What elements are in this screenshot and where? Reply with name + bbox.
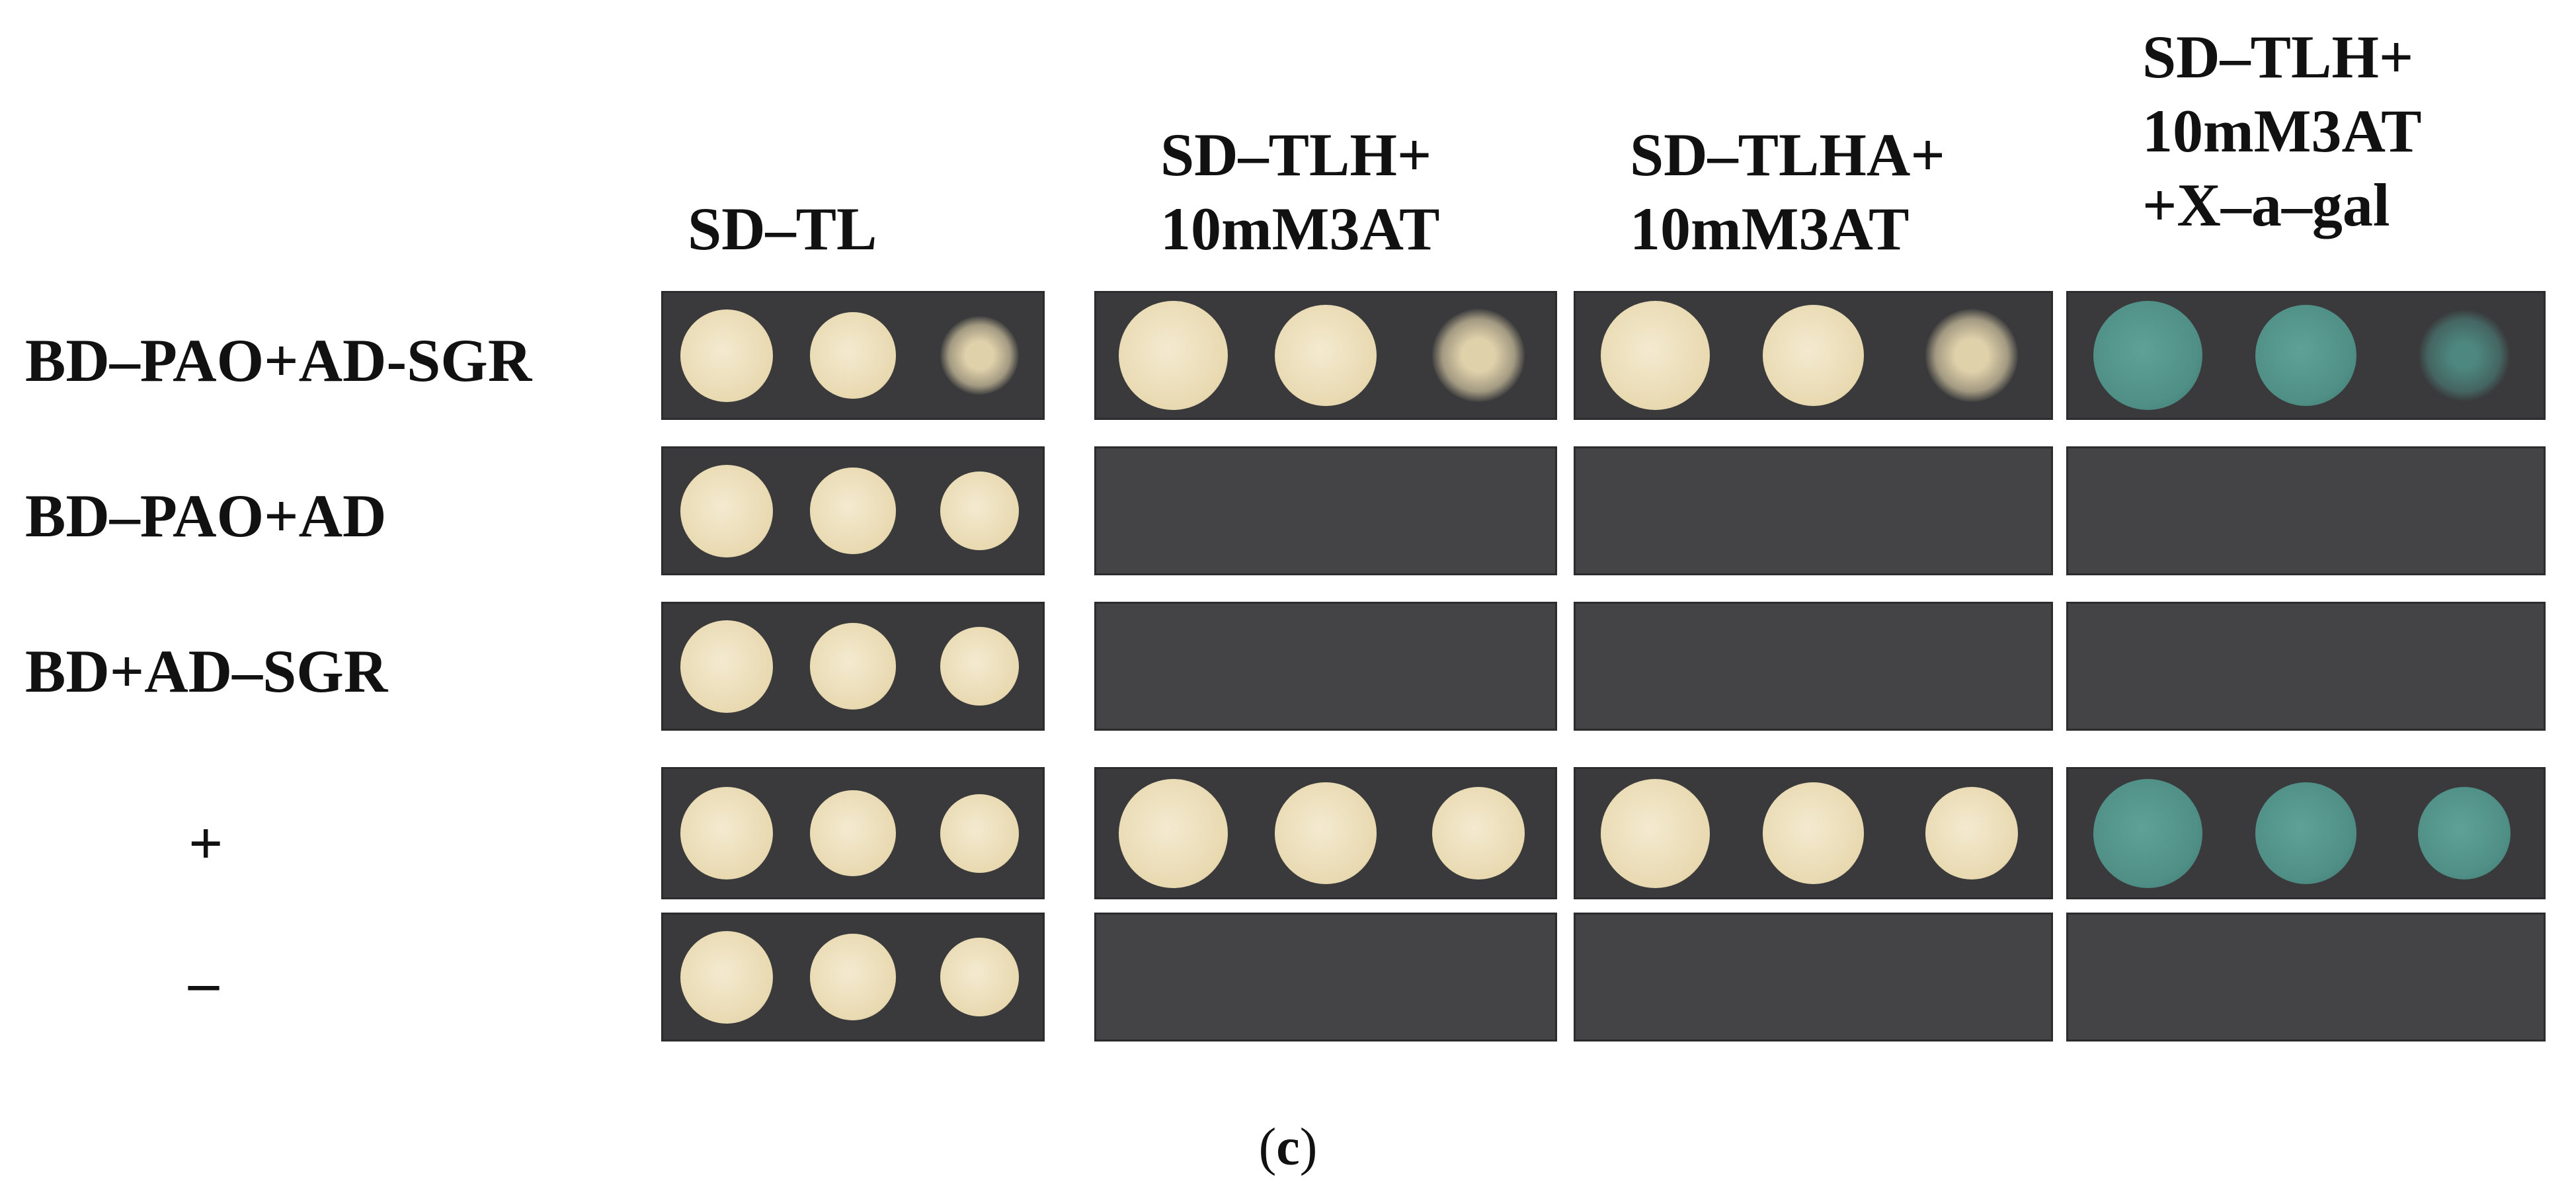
plate-panel [1574, 291, 2053, 420]
column-header-sd-tlh-3at: SD–TLH+ 10mM3AT [1160, 118, 1439, 266]
yeast-colony [1275, 304, 1377, 407]
yeast-colony [940, 938, 1019, 1016]
subfigure-label-letter: c [1276, 1118, 1300, 1176]
column-header-line: 10mM3AT [1630, 195, 1910, 263]
subfigure-label-close: ) [1299, 1118, 1318, 1176]
yeast-colony [809, 934, 897, 1020]
column-header-line: SD–TL [688, 195, 877, 263]
row-label-bd-pao-ad: BD–PAO+AD [25, 482, 387, 550]
plate-panel [1094, 913, 1557, 1042]
column-header-line: SD–TLH+ [1160, 121, 1432, 188]
plate-panel [2066, 291, 2546, 420]
plate-panel [1574, 446, 2053, 575]
yeast-colony [1275, 782, 1377, 884]
plate-panel [661, 913, 1045, 1042]
yeast-colony [2093, 301, 2202, 410]
column-header-sd-tlha-3at: SD–TLHA+ 10mM3AT [1630, 118, 1945, 266]
yeast-colony [2417, 786, 2511, 880]
plate-panel [661, 291, 1045, 420]
yeast-colony [1431, 309, 1525, 402]
yeast-colony [680, 787, 773, 879]
yeast-colony [940, 794, 1019, 873]
row-label-bd-ad-sgr: BD+AD–SGR [25, 637, 388, 705]
plate-panel [1574, 913, 2053, 1042]
plate-panel [661, 602, 1045, 731]
subfigure-label: (c) [0, 1118, 2576, 1178]
plate-panel [661, 446, 1045, 575]
plate-panel [1094, 767, 1557, 899]
yeast-colony [1431, 786, 1525, 880]
yeast-colony [1925, 786, 2018, 880]
yeast-colony [809, 623, 897, 710]
yeast-colony [1925, 309, 2018, 402]
yeast-colony [1762, 782, 1865, 884]
row-label-positive-control: + [188, 809, 223, 877]
column-header-line: SD–TLHA+ [1630, 121, 1945, 188]
yeast-colony [2093, 778, 2202, 888]
yeast-colony [2417, 309, 2511, 402]
plate-panel [1574, 767, 2053, 899]
yeast-colony [2255, 304, 2357, 407]
column-header-line: +X–a–gal [2142, 171, 2390, 239]
yeast-colony [1118, 778, 1228, 888]
column-header-sd-tlh-3at-xagal: SD–TLH+ 10mM3AT +X–a–gal [2142, 20, 2421, 242]
plate-panel [2066, 767, 2546, 899]
column-header-sd-tl: SD–TL [688, 192, 877, 266]
plate-panel [2066, 446, 2546, 575]
yeast-colony [2255, 782, 2357, 884]
yeast-colony [680, 930, 773, 1024]
yeast-colony [809, 790, 897, 877]
yeast-colony [680, 464, 773, 557]
subfigure-label-open: ( [1258, 1118, 1277, 1176]
yeast-colony [809, 312, 897, 399]
column-header-line: 10mM3AT [2142, 97, 2422, 165]
yeast-colony [1600, 301, 1710, 410]
yeast-colony [940, 627, 1019, 706]
plate-panel [1574, 602, 2053, 731]
yeast-colony [680, 620, 773, 713]
yeast-colony [809, 468, 897, 554]
yeast-colony [940, 471, 1019, 550]
plate-panel [2066, 913, 2546, 1042]
column-header-line: 10mM3AT [1160, 195, 1440, 263]
yeast-colony [1600, 778, 1710, 888]
column-header-line: SD–TLH+ [2142, 23, 2414, 91]
row-label-bd-pao-ad-sgr: BD–PAO+AD-SGR [25, 327, 532, 394]
yeast-colony [1118, 301, 1228, 410]
yeast-colony [680, 309, 773, 402]
row-label-negative-control: – [188, 948, 219, 1016]
yeast-colony [1762, 304, 1865, 407]
yeast-colony [940, 316, 1019, 395]
plate-panel [661, 767, 1045, 899]
plate-panel [2066, 602, 2546, 731]
plate-panel [1094, 446, 1557, 575]
plate-panel [1094, 291, 1557, 420]
plate-panel [1094, 602, 1557, 731]
